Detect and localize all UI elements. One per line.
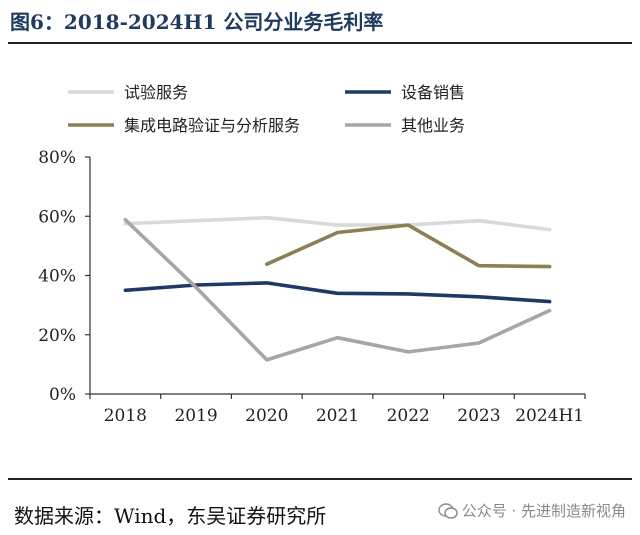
bottom-rule	[8, 478, 632, 480]
source-note: 数据来源：Wind，东吴证券研究所	[14, 504, 327, 528]
figure-title: 图6：2018-2024H1 公司分业务毛利率	[10, 10, 384, 34]
legend-label: 试验服务	[124, 83, 188, 102]
watermark-text: 公众号 · 先进制造新视角	[461, 502, 626, 520]
y-tick-label: 40%	[38, 267, 76, 287]
series-line-2	[123, 281, 552, 304]
y-tick-label: 20%	[38, 326, 76, 346]
x-tick-label: 2021	[316, 406, 359, 426]
series-line-4	[123, 218, 552, 362]
watermark: 公众号 · 先进制造新视角	[437, 500, 626, 521]
legend-label: 集成电路验证与分析服务	[124, 116, 300, 135]
top-rule	[8, 42, 632, 44]
x-tick-label: 2018	[104, 406, 147, 426]
wechat-icon	[437, 502, 458, 519]
y-tick-label: 80%	[38, 148, 76, 168]
y-tick-label: 0%	[49, 385, 76, 405]
legend-label: 设备销售	[401, 83, 465, 102]
y-tick-label: 60%	[38, 207, 76, 227]
legend-label: 其他业务	[401, 116, 465, 135]
x-tick-label: 2023	[457, 406, 500, 426]
series-line-1	[123, 215, 552, 232]
plot-area: 0% 20% 40% 60% 80% 2018 2019 2020 2021 2022 2023 20…	[38, 148, 586, 426]
series-line-3	[264, 223, 552, 269]
x-tick-label: 2020	[245, 406, 288, 426]
x-tick-label: 2019	[174, 406, 217, 426]
x-tick-label: 2022	[387, 406, 430, 426]
x-tick-label: 2024H1	[515, 406, 584, 426]
